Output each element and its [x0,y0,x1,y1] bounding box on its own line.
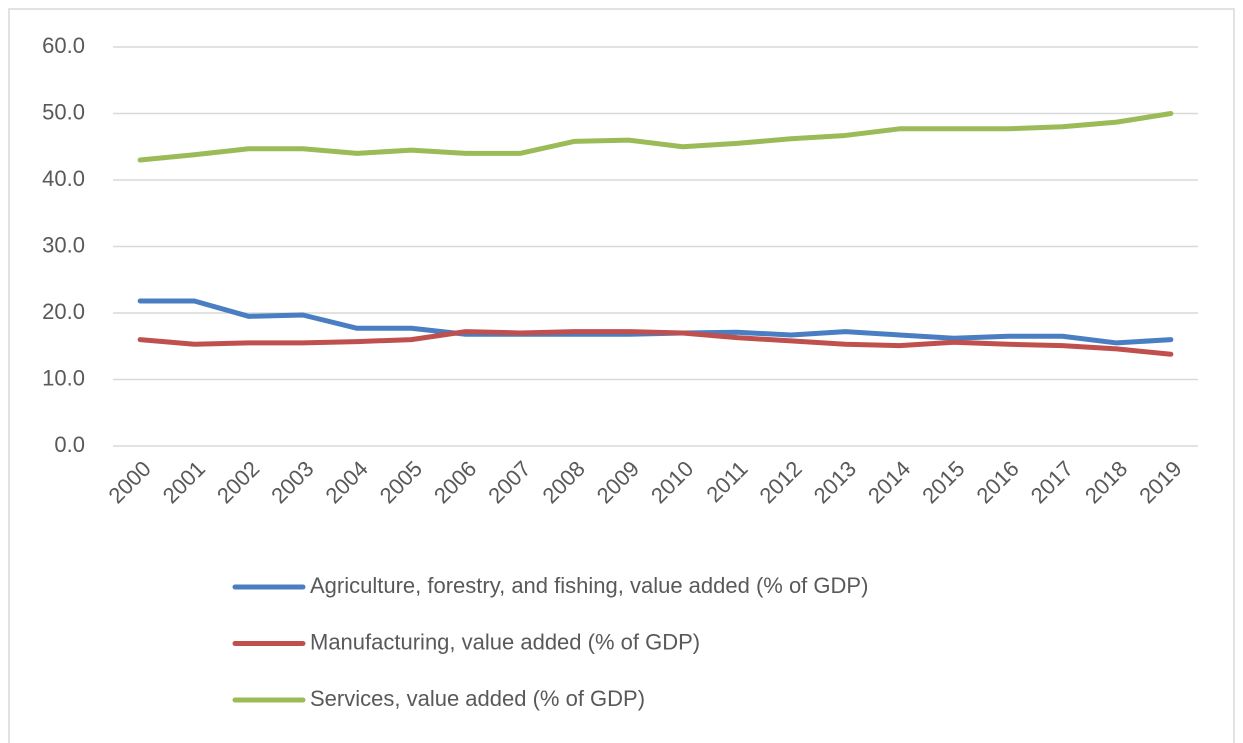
y-tick-label: 0.0 [54,432,85,457]
legend-label: Services, value added (% of GDP) [310,686,645,711]
y-tick-label: 60.0 [42,33,85,58]
y-tick-label: 10.0 [42,365,85,390]
y-tick-label: 50.0 [42,99,85,124]
line-series [137,329,1174,357]
y-tick-label: 40.0 [42,166,85,191]
y-tick-label: 20.0 [42,299,85,324]
legend-label: Agriculture, forestry, and fishing, valu… [310,573,868,598]
chart-frame [8,8,1235,743]
legend-label: Manufacturing, value added (% of GDP) [310,629,700,654]
line-series [137,111,1174,163]
y-tick-label: 30.0 [42,232,85,257]
